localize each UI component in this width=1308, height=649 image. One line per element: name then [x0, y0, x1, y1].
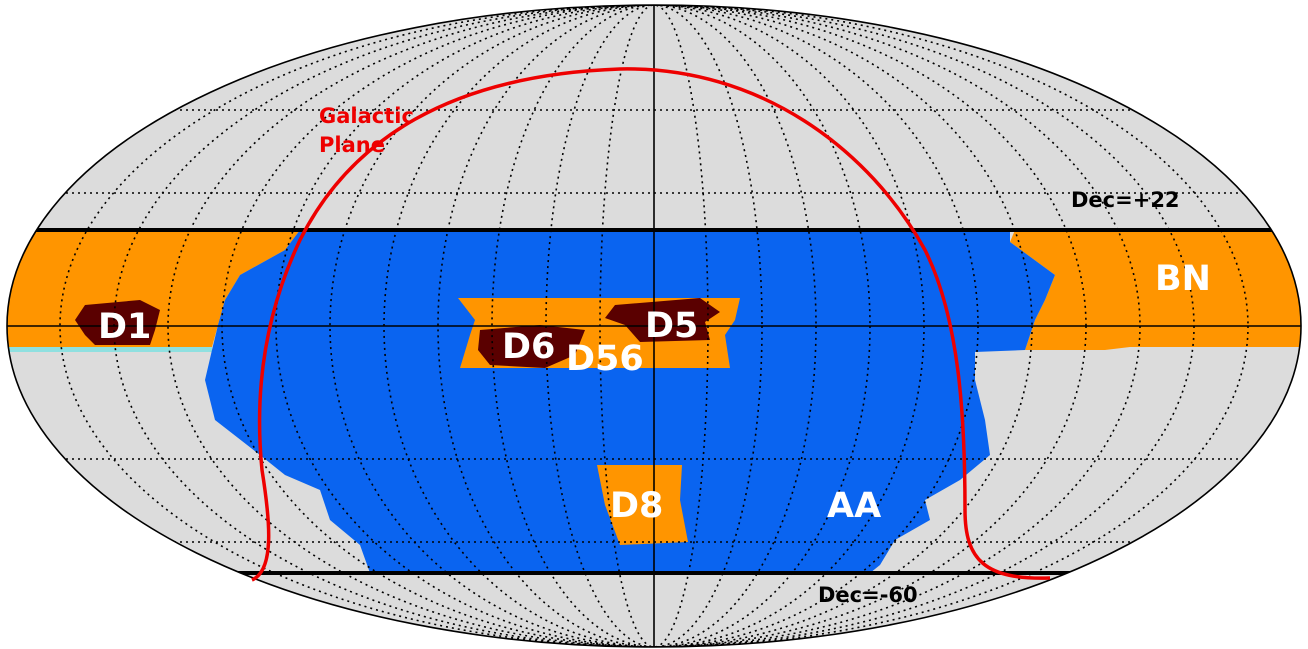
region-label-bn: BN — [1155, 259, 1211, 299]
region-d6 — [478, 325, 585, 368]
region-d5 — [605, 298, 720, 342]
galactic-plane-label-line1: Galactic — [319, 104, 414, 128]
dec-south-label: Dec=-60 — [818, 583, 918, 607]
cyan-edge — [7, 347, 212, 352]
region-d8 — [597, 465, 688, 545]
region-bn-right — [1010, 230, 1301, 350]
region-label-aa: AA — [827, 486, 881, 526]
galactic-plane-label-line2: Plane — [319, 133, 385, 157]
region-label-d8: D8 — [610, 486, 663, 526]
region-aa — [205, 230, 1055, 573]
dec-north-label: Dec=+22 — [1071, 188, 1180, 212]
region-label-d56: D56 — [566, 339, 644, 379]
galactic-plane-curve — [251, 67, 1051, 582]
region-label-d6: D6 — [502, 327, 555, 367]
region-bn-left — [7, 230, 300, 347]
region-label-d1: D1 — [98, 307, 151, 347]
region-d1 — [75, 300, 160, 345]
sky-border — [6, 4, 1302, 648]
region-label-d5: D5 — [645, 306, 698, 346]
